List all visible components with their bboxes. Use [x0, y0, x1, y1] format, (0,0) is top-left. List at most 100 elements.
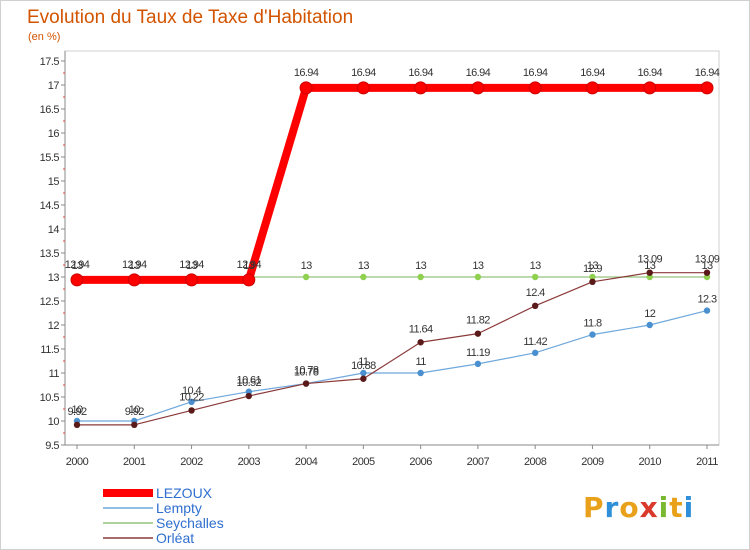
- data-label: 10.52: [237, 377, 262, 389]
- data-point: [585, 81, 599, 95]
- data-point: [531, 273, 539, 281]
- data-point: [646, 269, 653, 276]
- data-label: 9.92: [125, 406, 144, 418]
- data-point: [185, 273, 199, 287]
- y-tick-label: 12.5: [40, 296, 60, 308]
- x-tick-label: 2000: [66, 456, 89, 468]
- data-label: 12.9: [583, 263, 602, 275]
- data-label: 16.94: [523, 67, 548, 79]
- series-line-0: [77, 83, 707, 284]
- data-label: 10.78: [294, 367, 319, 379]
- data-point: [417, 369, 424, 377]
- data-point: [474, 273, 482, 281]
- data-label: 11: [358, 356, 369, 368]
- data-label: 16.94: [695, 67, 720, 79]
- plot-area: [64, 50, 720, 446]
- data-point: [531, 302, 539, 309]
- logo-letters: Proxiti: [583, 491, 694, 524]
- data-point: [242, 273, 256, 287]
- legend-label: Lempty: [156, 500, 202, 516]
- data-point: [188, 398, 195, 405]
- series-line-3: [77, 272, 707, 426]
- data-label: 16.94: [294, 67, 319, 79]
- data-point: [531, 349, 539, 357]
- logo-letter: P: [583, 491, 605, 524]
- chart-title: Evolution du Taux de Taxe d'Habitation: [27, 7, 354, 28]
- legend-label: Seychalles: [156, 515, 224, 531]
- data-label: 10.61: [237, 375, 262, 387]
- data-label: 11.64: [409, 323, 433, 335]
- data-point: [360, 273, 367, 281]
- x-tick-label: 2005: [352, 456, 375, 468]
- data-point: [302, 380, 310, 387]
- x-tick-label: 2006: [409, 456, 432, 468]
- data-label: 12.94: [179, 259, 204, 271]
- data-label: 10: [129, 404, 141, 416]
- y-tick-label: 16: [48, 128, 60, 140]
- data-point: [188, 407, 195, 414]
- data-label: 10.78: [294, 365, 319, 377]
- data-point: [356, 81, 370, 95]
- data-label: 13: [472, 260, 484, 272]
- data-point: [703, 269, 711, 276]
- x-tick-label: 2007: [467, 456, 490, 468]
- data-label: 13: [587, 260, 599, 272]
- data-label: 12.94: [65, 259, 90, 271]
- y-tick-label: 9.5: [45, 440, 59, 452]
- data-point: [589, 278, 596, 285]
- data-point: [528, 81, 542, 95]
- data-label: 16.94: [408, 67, 433, 79]
- data-label: 11.19: [466, 347, 490, 359]
- logo-letter: i: [658, 491, 670, 524]
- proxiti-logo: Proxiti: [583, 491, 694, 524]
- data-label: 11: [416, 356, 427, 368]
- logo-letter: t: [669, 491, 684, 524]
- data-point: [589, 273, 596, 281]
- y-tick-label: 11: [49, 368, 60, 380]
- data-label: 13: [243, 260, 255, 272]
- data-label: 13: [415, 260, 427, 272]
- chart-unit-label: (en %): [28, 31, 61, 43]
- data-label: 12.3: [697, 294, 716, 306]
- logo-letter: x: [639, 491, 659, 524]
- y-tick-label: 10: [48, 416, 60, 428]
- data-label: 13: [530, 260, 542, 272]
- data-point: [474, 360, 482, 368]
- data-label: 13: [129, 260, 141, 272]
- logo-letter: i: [683, 491, 695, 524]
- data-label: 11.82: [466, 315, 490, 327]
- data-label: 11.8: [583, 318, 602, 330]
- data-label: 13: [301, 260, 313, 272]
- data-point: [360, 369, 367, 377]
- data-label: 13: [186, 260, 198, 272]
- data-point: [417, 339, 424, 346]
- data-point: [73, 421, 81, 429]
- data-point: [474, 330, 482, 337]
- data-point: [302, 273, 310, 281]
- y-tick-label: 11.5: [40, 344, 59, 356]
- y-tick-label: 16.5: [40, 104, 60, 116]
- data-point: [360, 375, 367, 382]
- y-tick-label: 13.5: [40, 248, 60, 260]
- data-label: 12: [644, 308, 656, 320]
- data-label: 10.4: [182, 385, 201, 397]
- data-point: [643, 81, 657, 95]
- x-tick-label: 2003: [238, 456, 261, 468]
- data-point: [414, 81, 428, 95]
- data-label: 16.94: [580, 67, 605, 79]
- x-tick-label: 2010: [638, 456, 661, 468]
- legend-label: Orléat: [156, 530, 194, 546]
- y-tick-label: 14: [48, 224, 60, 236]
- data-label: 12.94: [237, 259, 262, 271]
- data-point: [646, 321, 653, 329]
- data-label: 13: [71, 260, 83, 272]
- y-tick-label: 17: [48, 80, 60, 92]
- data-label: 13: [358, 260, 370, 272]
- data-point: [245, 392, 253, 400]
- x-tick-label: 2001: [123, 456, 146, 468]
- y-tick-label: 13: [48, 272, 60, 284]
- logo-letter: o: [619, 491, 640, 524]
- y-tick-label: 17.5: [40, 56, 60, 68]
